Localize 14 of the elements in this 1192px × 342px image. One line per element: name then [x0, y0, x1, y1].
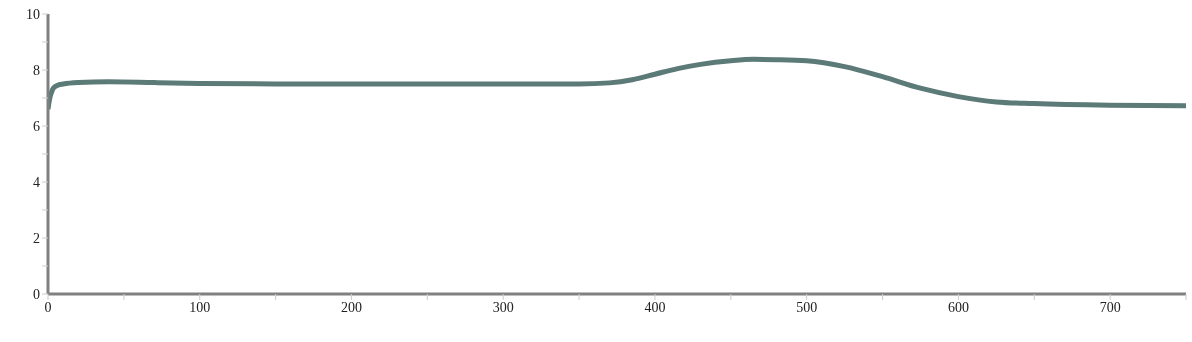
x-tick-label: 0: [44, 299, 52, 315]
x-tick-label: 400: [644, 299, 666, 315]
x-tick-label: 700: [1099, 299, 1121, 315]
y-tick-label: 8: [33, 62, 40, 78]
x-tick-label: 300: [492, 299, 514, 315]
x-tick-label: 100: [189, 299, 211, 315]
x-tick-label: 500: [796, 299, 818, 315]
y-tick-label: 0: [33, 286, 40, 302]
y-tick-label: 6: [33, 118, 40, 134]
y-tick-label: 2: [33, 230, 40, 246]
x-tick-label: 600: [947, 299, 969, 315]
y-tick-label: 10: [26, 6, 40, 22]
x-tick-label: 200: [340, 299, 362, 315]
y-tick-label: 4: [33, 174, 40, 190]
